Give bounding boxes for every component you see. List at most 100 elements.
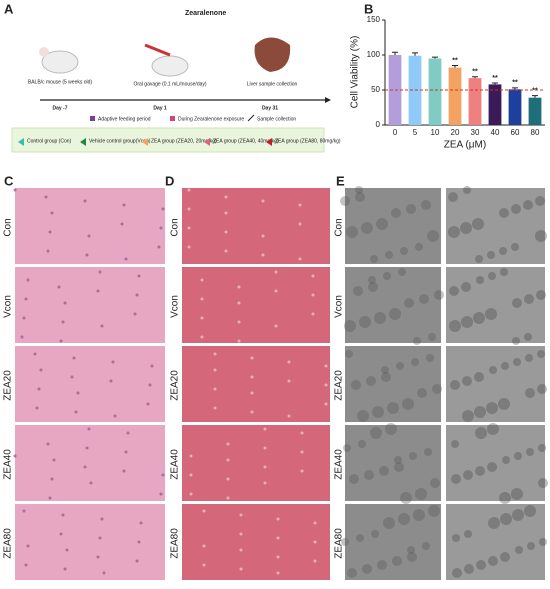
texture <box>213 368 217 372</box>
syringe <box>144 43 171 57</box>
texture <box>87 234 91 238</box>
texture <box>525 388 535 398</box>
texture <box>187 188 191 192</box>
texture <box>358 440 366 448</box>
texture <box>200 335 204 339</box>
texture <box>392 556 402 566</box>
texture <box>406 204 416 214</box>
texture <box>391 208 401 218</box>
texture <box>370 427 382 439</box>
texture <box>450 380 460 390</box>
texture <box>472 218 484 230</box>
texture <box>355 192 365 202</box>
texture <box>448 226 460 238</box>
texture <box>24 563 28 567</box>
texture <box>24 297 28 301</box>
texture <box>376 218 388 230</box>
micrograph <box>182 346 330 422</box>
significance: ** <box>452 57 458 64</box>
texture <box>422 542 430 550</box>
day-label: Day -7 <box>52 105 67 111</box>
bar <box>528 97 542 125</box>
texture <box>396 362 404 370</box>
texture <box>324 383 328 387</box>
texture <box>485 308 497 320</box>
micrograph <box>182 425 330 501</box>
texture <box>52 458 56 462</box>
phase-icon <box>247 114 255 122</box>
texture <box>487 251 495 259</box>
texture <box>276 555 280 559</box>
bar <box>448 67 462 125</box>
compound: Zearalenone <box>185 10 226 17</box>
micrograph <box>345 267 441 343</box>
texture <box>76 391 80 395</box>
texture <box>65 548 69 552</box>
group-icon <box>18 138 24 146</box>
texture <box>263 481 267 485</box>
texture <box>500 268 508 276</box>
texture <box>428 333 436 341</box>
group-icon <box>80 138 86 146</box>
texture <box>371 530 379 538</box>
texture <box>394 462 404 472</box>
texture <box>464 530 472 538</box>
row-label: ZEA40 <box>3 449 14 480</box>
texture <box>237 301 241 305</box>
texture <box>535 196 545 206</box>
bar <box>468 78 482 125</box>
texture <box>324 364 328 368</box>
micrograph <box>446 188 545 264</box>
texture <box>61 513 65 517</box>
texture <box>89 481 93 485</box>
micrograph <box>345 188 441 264</box>
texture <box>487 423 499 435</box>
panel-label: E <box>336 173 345 188</box>
texture <box>46 249 50 253</box>
texture <box>451 474 461 484</box>
micrograph <box>446 504 545 580</box>
phase-label: Adaptive feeding period <box>98 116 151 122</box>
texture <box>239 513 243 517</box>
texture <box>415 243 423 251</box>
texture <box>526 448 534 456</box>
texture <box>385 251 393 259</box>
micrograph <box>15 504 165 580</box>
texture <box>474 372 484 382</box>
texture <box>224 195 228 199</box>
texture <box>488 517 500 529</box>
significance: ** <box>512 80 518 87</box>
texture <box>417 388 427 398</box>
texture <box>387 402 399 414</box>
row-label: ZEA40 <box>334 449 345 480</box>
x-tick-label: 60 <box>511 128 520 137</box>
texture <box>109 379 113 383</box>
micrograph <box>15 346 165 422</box>
texture <box>502 456 510 464</box>
texture <box>511 488 523 500</box>
group-label: ZEA group (ZEA20, 20mg/kg) <box>151 138 217 144</box>
texture <box>85 253 89 257</box>
texture <box>287 360 291 364</box>
texture <box>35 406 39 410</box>
texture <box>499 247 507 255</box>
texture <box>398 513 410 525</box>
texture <box>159 492 163 496</box>
texture <box>250 391 254 395</box>
texture <box>313 540 317 544</box>
panel-label: C <box>4 173 14 188</box>
texture <box>324 402 328 406</box>
texture <box>511 243 519 251</box>
micrograph <box>345 425 441 501</box>
texture <box>39 368 43 372</box>
texture <box>213 352 217 356</box>
texture <box>462 410 474 422</box>
phase-icon <box>170 116 175 121</box>
texture <box>157 245 161 249</box>
texture <box>261 234 265 238</box>
texture <box>343 444 351 452</box>
texture <box>237 285 241 289</box>
texture <box>135 293 139 297</box>
y-axis-title: Cell Viability (%) <box>350 36 361 109</box>
texture <box>50 477 54 481</box>
